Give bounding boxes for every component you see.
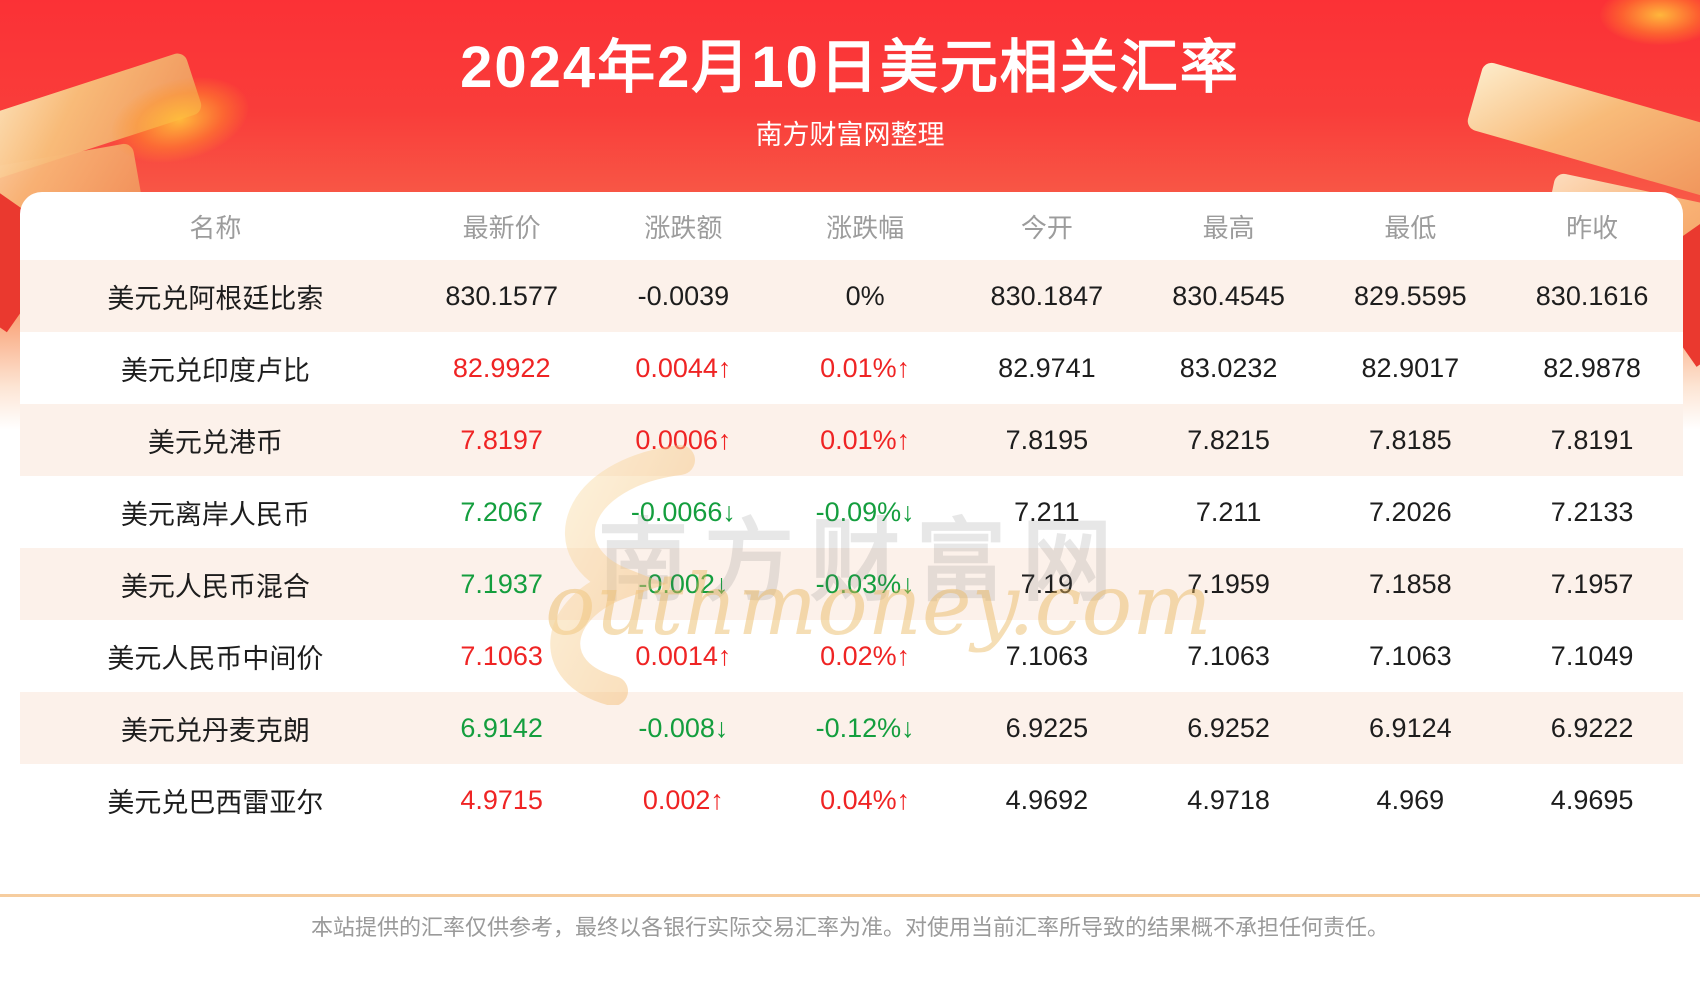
cell-open: 82.9741 [998,352,1096,383]
cell-latest: 4.9715 [460,784,543,815]
cell-latest: 7.1063 [460,640,543,671]
table-header-row: 名称 最新价 涨跌额 涨跌幅 今开 最高 最低 昨收 [20,192,1683,260]
cell-high: 83.0232 [1179,352,1278,383]
cell-pct: 0.04%↑ [820,784,911,815]
cell-low: 829.5595 [1354,280,1467,311]
cell-pct: 0.01%↑ [820,424,911,455]
page-subtitle: 南方财富网整理 [755,120,945,150]
table-row: 美元兑阿根廷比索 830.1577 -0.0039 0% 830.1847 830.454… [20,260,1683,332]
cell-open: 6.9225 [1005,712,1089,743]
cell-prev: 7.2133 [1550,496,1634,527]
table-row: 美元兑巴西雷亚尔 4.9715 0.002↑ 0.04%↑ 4.9692 4.9718 4.… [20,764,1683,836]
cell-change: -0.0039 [637,280,730,311]
cell-open: 4.9692 [1005,784,1089,815]
cell-pct: -0.09%↓ [815,496,915,527]
cell-open: 7.19 [1020,568,1074,599]
cell-high: 830.4545 [1172,280,1285,311]
column-header: 最新价 [462,212,541,243]
cell-latest: 7.2067 [460,496,543,527]
cell-low: 7.1063 [1369,640,1452,671]
table-row: 美元兑丹麦克朗 6.9142 -0.008↓ -0.12%↓ 6.9225 6.9252 6… [20,692,1683,764]
table-row: 美元人民币中间价 7.1063 0.0014↑ 0.02%↑ 7.1063 7.1063 7… [20,620,1683,692]
cell-low: 82.9017 [1361,352,1460,383]
cell-open: 830.1847 [990,280,1104,311]
cell-low: 7.2026 [1369,496,1452,527]
cell-high: 6.9252 [1187,712,1270,743]
page-title: 2024年2月10日美元相关汇率 [460,35,1240,100]
cell-prev: 830.1616 [1535,280,1649,311]
cell-name: 美元兑巴西雷亚尔 [107,787,324,818]
cell-low: 7.1858 [1369,568,1452,599]
cell-pct: -0.03%↓ [815,568,915,599]
cell-change: -0.002↓ [638,568,729,599]
cell-change: 0.0006↑ [635,424,732,455]
cell-prev: 7.1957 [1550,568,1634,599]
cell-prev: 7.8191 [1550,424,1634,455]
cell-latest: 82.9922 [452,352,551,383]
cell-name: 美元离岸人民币 [120,499,310,530]
cell-name: 美元人民币中间价 [107,643,324,674]
cell-name: 美元兑阿根廷比索 [107,283,324,314]
cell-pct: 0.02%↑ [820,640,911,671]
cell-latest: 830.1577 [445,280,558,311]
cell-change: -0.008↓ [638,712,729,743]
column-header: 最高 [1202,212,1255,243]
column-header: 今开 [1020,212,1073,243]
cell-prev: 82.9878 [1543,352,1641,383]
cell-open: 7.211 [1014,496,1080,527]
cell-change: 0.002↑ [642,784,724,815]
rates-table: 名称 最新价 涨跌额 涨跌幅 今开 最高 最低 昨收 美元兑阿根廷比索 830.1577 -0.0… [20,192,1683,836]
cell-low: 4.969 [1376,784,1445,815]
cell-high: 4.9718 [1187,784,1270,815]
cell-pct: 0% [845,280,885,311]
cell-name: 美元兑丹麦克朗 [120,715,310,746]
cell-change: 0.0044↑ [635,352,732,383]
table-row: 美元兑港币 7.8197 0.0006↑ 0.01%↑ 7.8195 7.8215 7.81… [20,404,1683,476]
cell-high: 7.1063 [1187,640,1270,671]
cell-open: 7.1063 [1005,640,1089,671]
cell-prev: 4.9695 [1550,784,1634,815]
table-row: 美元离岸人民币 7.2067 -0.0066↓ -0.09%↓ 7.211 7.211 7.… [20,476,1683,548]
cell-change: 0.0014↑ [635,640,732,671]
cell-change: -0.0066↓ [630,496,736,527]
column-header: 涨跌额 [644,212,723,243]
rates-card: 名称 最新价 涨跌额 涨跌幅 今开 最高 最低 昨收 美元兑阿根廷比索 830.1577 -0.0… [20,192,1683,836]
cell-name: 美元兑印度卢比 [120,355,310,386]
table-row: 美元兑印度卢比 82.9922 0.0044↑ 0.01%↑ 82.9741 83.023… [20,332,1683,404]
cell-name: 美元兑港币 [147,427,283,458]
cell-prev: 6.9222 [1550,712,1634,743]
cell-high: 7.1959 [1187,568,1270,599]
cell-high: 7.211 [1195,496,1262,527]
cell-name: 美元人民币混合 [120,571,310,602]
column-header: 涨跌幅 [826,212,905,243]
footer-divider [0,894,1700,897]
column-header: 昨收 [1566,212,1619,243]
cell-pct: -0.12%↓ [815,712,915,743]
cell-latest: 7.8197 [460,424,543,455]
cell-latest: 6.9142 [460,712,543,743]
cell-pct: 0.01%↑ [820,352,911,383]
footer-disclaimer: 本站提供的汇率仅供参考，最终以各银行实际交易汇率为准。对使用当前汇率所导致的结果… [310,915,1389,940]
column-header: 名称 [189,212,242,243]
table-row: 美元人民币混合 7.1937 -0.002↓ -0.03%↓ 7.19 7.1959 7.1… [20,548,1683,620]
column-header: 最低 [1384,212,1437,243]
cell-latest: 7.1937 [460,568,543,599]
cell-open: 7.8195 [1005,424,1089,455]
cell-low: 7.8185 [1369,424,1452,455]
cell-high: 7.8215 [1187,424,1270,455]
cell-prev: 7.1049 [1550,640,1634,671]
cell-low: 6.9124 [1369,712,1452,743]
rates-table-body: 美元兑阿根廷比索 830.1577 -0.0039 0% 830.1847 830.454… [20,260,1683,836]
